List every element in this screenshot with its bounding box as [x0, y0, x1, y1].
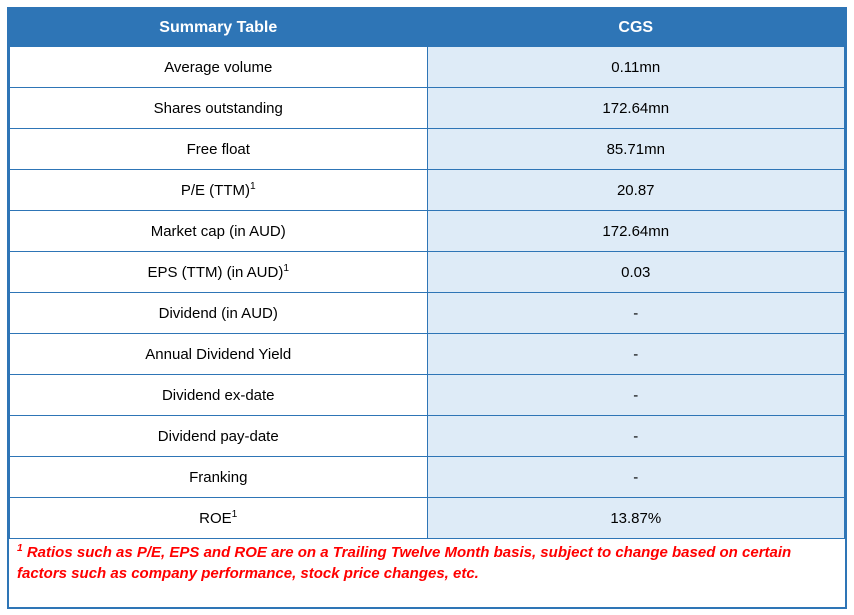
table-row: P/E (TTM)1 20.87 [9, 169, 845, 211]
table-row: Dividend (in AUD) - [9, 292, 845, 334]
table-row: Annual Dividend Yield - [9, 333, 845, 375]
summary-table-container: Summary Table CGS Average volume 0.11mn Sh… [7, 7, 847, 609]
metric-label: Dividend pay-date [9, 415, 428, 457]
table-row: Free float 85.71mn [9, 128, 845, 170]
metric-value: 85.71mn [426, 128, 845, 170]
metric-value: 172.64mn [426, 210, 845, 252]
metric-label: Dividend ex-date [9, 374, 428, 416]
metric-label: Franking [9, 456, 428, 498]
metric-label: Free float [9, 128, 428, 170]
metric-label: ROE1 [9, 497, 428, 539]
table-row: Average volume 0.11mn [9, 46, 845, 88]
footnote: 1 Ratios such as P/E, EPS and ROE are on… [17, 543, 792, 582]
metric-value: - [426, 415, 845, 457]
metric-label: Market cap (in AUD) [9, 210, 428, 252]
summary-table: Summary Table CGS Average volume 0.11mn Sh… [9, 9, 845, 539]
metric-value: 0.11mn [426, 46, 845, 88]
table-body: Average volume 0.11mn Shares outstanding 17… [9, 46, 845, 539]
header-summary-table: Summary Table [9, 9, 428, 47]
metric-value: - [426, 292, 845, 334]
metric-value: 0.03 [426, 251, 845, 293]
table-row: Franking - [9, 456, 845, 498]
metric-value: 20.87 [426, 169, 845, 211]
table-row: Dividend ex-date - [9, 374, 845, 416]
metric-label: P/E (TTM)1 [9, 169, 428, 211]
metric-label: Average volume [9, 46, 428, 88]
metric-label: Shares outstanding [9, 87, 428, 129]
metric-label: EPS (TTM) (in AUD)1 [9, 251, 428, 293]
metric-value: - [426, 374, 845, 416]
metric-label: Dividend (in AUD) [9, 292, 428, 334]
metric-value: - [426, 456, 845, 498]
table-row: ROE1 13.87% [9, 497, 845, 539]
metric-label: Annual Dividend Yield [9, 333, 428, 375]
table-row: Dividend pay-date - [9, 415, 845, 457]
metric-value: - [426, 333, 845, 375]
table-row: Market cap (in AUD) 172.64mn [9, 210, 845, 252]
header-ticker-cgs: CGS [426, 9, 845, 47]
metric-value: 172.64mn [426, 87, 845, 129]
table-row: Shares outstanding 172.64mn [9, 87, 845, 129]
table-row: EPS (TTM) (in AUD)1 0.03 [9, 251, 845, 293]
metric-value: 13.87% [426, 497, 845, 539]
table-header: Summary Table CGS [9, 9, 845, 47]
header-row: Summary Table CGS [9, 9, 845, 47]
